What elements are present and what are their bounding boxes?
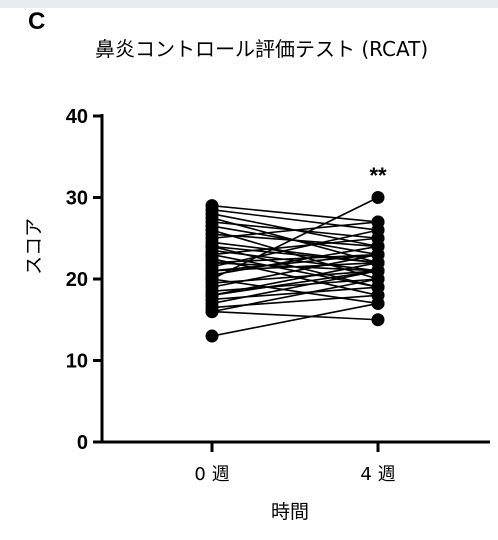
data-point-35-1 (205, 248, 219, 262)
pair-line-33 (211, 270, 379, 297)
data-point-34-2 (371, 248, 385, 262)
y-tick-label-0: 0 (77, 432, 88, 454)
y-axis-title: スコア (23, 218, 45, 275)
y-tick-label-40: 40 (66, 106, 88, 128)
data-point-35-2 (371, 280, 385, 294)
data-point-16-2 (371, 223, 385, 237)
data-points (205, 191, 385, 343)
pair-line-35 (211, 253, 379, 288)
axis-labels: 0 10 20 30 40 0 週 4 週時間 スコア ** (23, 106, 396, 523)
chart-title: 鼻炎コントロール評価テスト (RCAT) (95, 37, 429, 61)
pair-line-27 (211, 278, 379, 313)
pair-line-13 (211, 237, 379, 256)
data-point-33-1 (205, 288, 219, 302)
top-strip (0, 0, 498, 8)
pair-line-34 (211, 253, 379, 272)
data-point-29-2 (371, 296, 385, 310)
significance-marker: ** (369, 163, 387, 188)
data-point-28-1 (205, 305, 219, 319)
pair-line-25 (211, 270, 379, 305)
x-tick-label-1: 0 週 (194, 464, 229, 485)
data-point-29-1 (205, 329, 219, 343)
pair-line-31 (211, 261, 379, 272)
y-tick-label-10: 10 (66, 351, 88, 373)
pair-line-19 (211, 278, 379, 305)
pair-line-2 (211, 208, 379, 231)
pair-line-28 (211, 310, 379, 321)
pair-line-18 (211, 245, 379, 276)
y-tick-label-30: 30 (66, 188, 88, 210)
pair-line-30 (211, 196, 379, 280)
pair-line-23 (211, 261, 379, 297)
data-point-28-2 (371, 313, 385, 327)
pair-line-29 (211, 302, 379, 337)
pair-line-1 (211, 204, 379, 223)
data-point-33-2 (371, 264, 385, 278)
x-tick-label-2: 4 週 (360, 464, 395, 485)
pair-lines (211, 196, 379, 337)
data-point-34-1 (205, 264, 219, 278)
axes (93, 114, 490, 452)
panel-letter: C (28, 8, 46, 35)
pair-line-32 (211, 245, 379, 264)
data-point-30-2 (371, 191, 385, 204)
pair-line-9 (211, 221, 379, 240)
x-axis-title: 時間 (271, 501, 309, 523)
y-tick-label-20: 20 (66, 269, 88, 291)
